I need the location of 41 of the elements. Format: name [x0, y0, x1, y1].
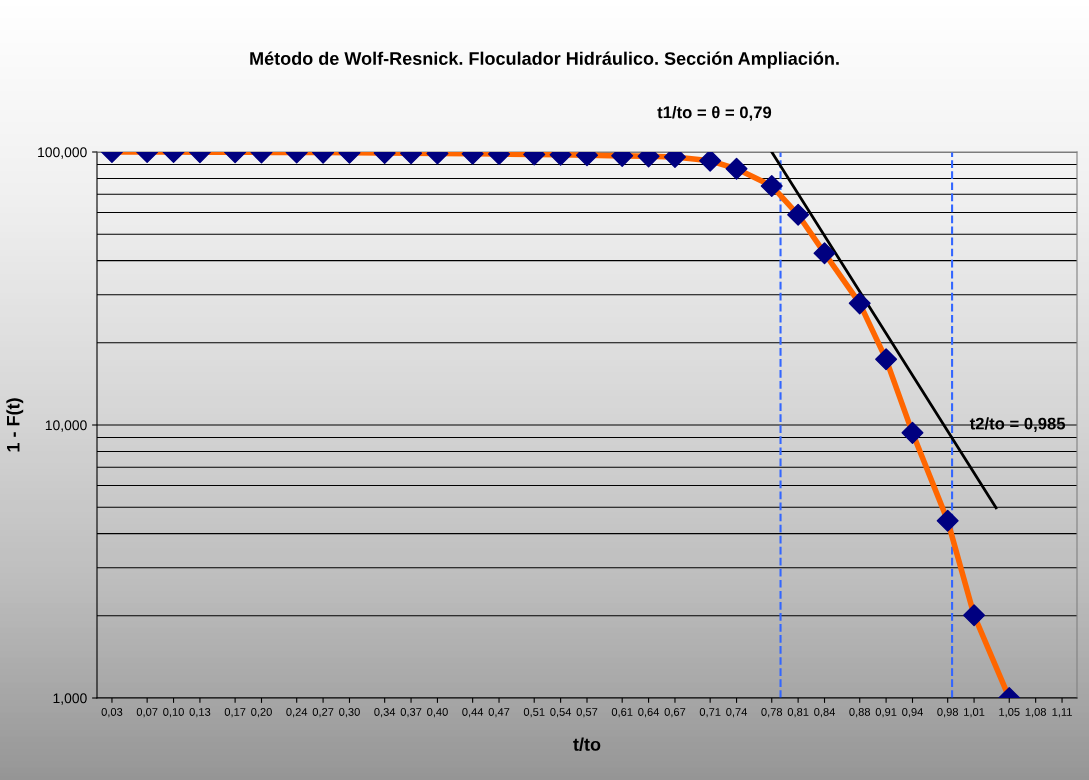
x-tick-label: 1,05 — [999, 708, 1020, 718]
ref-line-label: t2/to = 0,985 — [969, 417, 1066, 432]
x-tick-label: 0,91 — [875, 708, 897, 718]
x-tick-label: 0,71 — [699, 708, 721, 718]
x-tick-label: 0,94 — [902, 708, 923, 718]
x-tick-label: 0,24 — [286, 708, 308, 718]
x-tick-label: 0,98 — [937, 708, 959, 718]
x-tick-label: 0,74 — [726, 708, 748, 718]
y-tick-label: 10,000 — [45, 420, 87, 432]
x-tick-label: 0,78 — [761, 708, 783, 718]
x-tick-label: 0,67 — [664, 708, 686, 718]
x-tick-label: 1,11 — [1052, 708, 1072, 718]
x-tick-label: 0,27 — [312, 708, 334, 718]
y-tick-label: 1,000 — [53, 693, 87, 705]
x-tick-label: 1,01 — [964, 708, 985, 718]
x-tick-label: 0,13 — [189, 708, 211, 718]
x-tick-label: 0,37 — [400, 708, 422, 718]
x-tick-label: 0,44 — [462, 708, 484, 718]
x-tick-label: 0,61 — [611, 708, 633, 718]
x-tick-label: 0,64 — [638, 708, 660, 718]
x-tick-label: 0,54 — [550, 708, 572, 718]
x-tick-label: 0,84 — [814, 708, 836, 718]
x-tick-label: 0,88 — [849, 708, 871, 718]
x-tick-label: 0,10 — [163, 708, 184, 718]
x-tick-label: 0,47 — [488, 708, 510, 718]
x-tick-label: 0,17 — [224, 708, 246, 718]
y-tick-label: 100,000 — [38, 147, 87, 159]
x-tick-label: 0,51 — [523, 708, 545, 718]
chart-title: Método de Wolf-Resnick. Floculador Hidráulico. Sección Ampliación. — [250, 51, 839, 69]
x-tick-label: 0,34 — [374, 708, 396, 718]
x-axis-title: t/to — [573, 737, 601, 751]
x-tick-label: 0,81 — [787, 708, 809, 718]
x-tick-label: 0,03 — [101, 708, 123, 718]
ref-line-label: t1/to = θ = 0,79 — [657, 106, 772, 121]
x-tick-label: 0,40 — [427, 708, 448, 718]
x-tick-label: 0,30 — [339, 708, 360, 718]
x-tick-label: 1,08 — [1025, 708, 1046, 718]
y-axis-title: 1 - F(t) — [6, 398, 24, 452]
x-tick-label: 0,07 — [136, 708, 158, 718]
x-tick-label: 0,57 — [576, 708, 598, 718]
x-tick-label: 0,20 — [251, 708, 272, 718]
